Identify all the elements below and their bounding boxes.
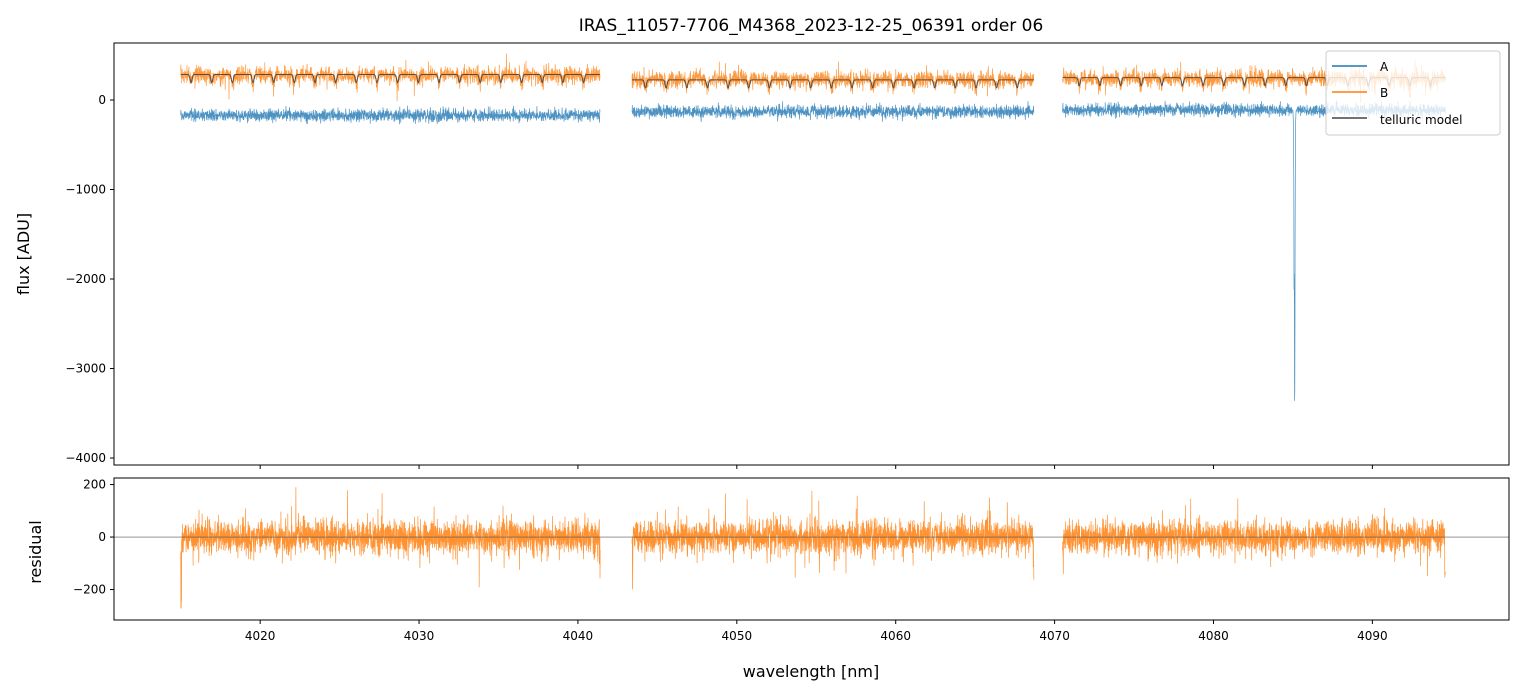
- legend: A B telluric model: [1325, 50, 1501, 136]
- legend-label-b: B: [1380, 86, 1388, 100]
- flux-ytick-label: −1000: [65, 183, 106, 197]
- series-a-line-segment-1: [180, 105, 601, 125]
- xtick-label: 4020: [245, 629, 276, 643]
- residual-ytick-label: −200: [73, 583, 106, 597]
- residual-plot-area: [114, 487, 1509, 609]
- series-a-line-segment-2: [631, 101, 1035, 122]
- flux-plot-area: [180, 53, 1446, 401]
- residual-line-segment-2: [631, 490, 1035, 590]
- legend-label-telluric: telluric model: [1380, 113, 1462, 127]
- x-axis-label: wavelength [nm]: [743, 662, 880, 681]
- xtick-label: 4060: [880, 629, 911, 643]
- xtick-label: 4070: [1039, 629, 1070, 643]
- residual-axes: 200 0 −200 4020 4030 4040 4050 4060 4070 4080 4090: [73, 477, 1510, 643]
- y-axis-label-flux: flux [ADU]: [14, 213, 33, 295]
- residual-line-segment-3: [1062, 498, 1446, 578]
- flux-axes-frame: [113, 42, 1510, 466]
- residual-line-segment-1: [180, 487, 601, 609]
- flux-ytick-label: 0: [98, 93, 106, 107]
- xtick-label: 4090: [1357, 629, 1388, 643]
- flux-axes: 0 −1000 −2000 −3000 −4000: [65, 42, 1510, 469]
- flux-ytick-label: −3000: [65, 362, 106, 376]
- series-b-line-segment-1: [180, 53, 601, 102]
- telluric-model-line-segment-1: [180, 74, 600, 84]
- telluric-model-line-segment-2: [632, 79, 1034, 89]
- legend-box: [1325, 50, 1501, 136]
- flux-ytick-label: −2000: [65, 272, 106, 286]
- xtick-label: 4040: [563, 629, 594, 643]
- xtick-label: 4030: [404, 629, 435, 643]
- chart-title: IRAS_11057-7706_M4368_2023-12-25_06391 o…: [579, 16, 1044, 36]
- xtick-label: 4080: [1198, 629, 1229, 643]
- xtick-label: 4050: [722, 629, 753, 643]
- residual-ytick-label: 200: [83, 478, 106, 492]
- legend-label-a: A: [1380, 60, 1389, 74]
- series-b-line-segment-2: [631, 61, 1035, 97]
- residual-axes-frame: [113, 477, 1510, 621]
- residual-ytick-label: 0: [98, 530, 106, 544]
- y-axis-label-residual: residual: [26, 520, 45, 583]
- flux-ytick-label: −4000: [65, 451, 106, 465]
- series-a-line-segment-3: [1062, 99, 1446, 401]
